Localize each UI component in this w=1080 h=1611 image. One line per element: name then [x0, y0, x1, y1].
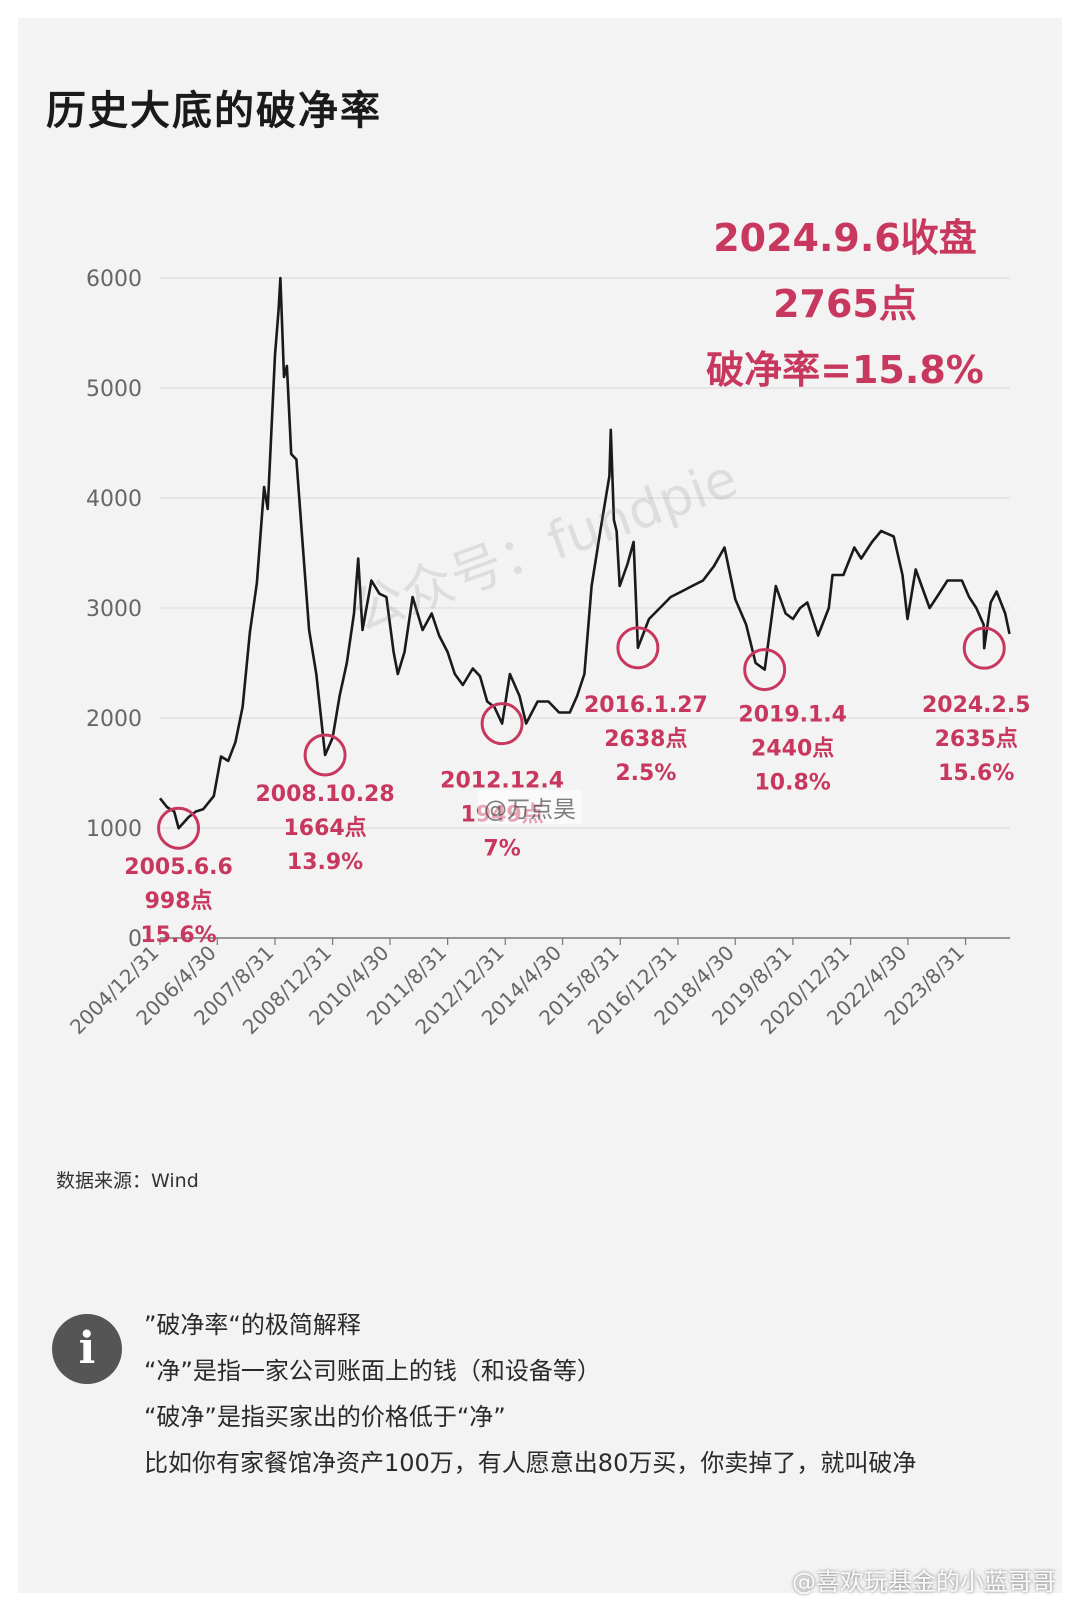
low-point-label: 2019.1.4: [738, 703, 847, 728]
low-point-label: 2635点: [935, 726, 1018, 752]
low-point-label: 2008.10.28: [255, 782, 394, 807]
callout-points: 2765点: [773, 282, 917, 326]
low-point-label: 2005.6.6: [124, 855, 233, 880]
low-point-label: 10.8%: [755, 771, 831, 796]
low-point-label: 7%: [483, 837, 520, 862]
low-point-label: 2638点: [604, 726, 687, 752]
explanation-line: “破净”是指买家出的价格低于“净”: [144, 1403, 506, 1431]
low-point-circle: [480, 702, 524, 746]
info-icon: i: [52, 1314, 122, 1384]
low-point-label: 1664点: [283, 815, 366, 841]
y-tick-label: 3000: [86, 597, 142, 622]
explanation-block: ”破净率“的极简解释 “净”是指一家公司账面上的钱（和设备等） “破净”是指买家…: [144, 1302, 1004, 1486]
series-line: [158, 276, 1011, 830]
low-point-label: 2016.1.27: [584, 693, 708, 718]
low-point-circle: [962, 626, 1006, 670]
low-point-label: 2024.2.5: [922, 693, 1031, 718]
explanation-line: “净”是指一家公司账面上的钱（和设备等）: [144, 1357, 601, 1385]
y-tick-label: 1000: [86, 817, 142, 842]
low-point-label: 15.6%: [938, 761, 1014, 786]
low-point-label: 15.6%: [140, 923, 216, 948]
low-point-circle: [303, 733, 347, 777]
explanation-line: 比如你有家餐馆净资产100万，有人愿意出80万买，你卖掉了，就叫破净: [144, 1449, 917, 1477]
y-tick-label: 6000: [86, 267, 142, 292]
low-point-label: 2012.12.4: [440, 769, 564, 794]
low-point-circle: [616, 626, 660, 670]
data-source: 数据来源：Wind: [56, 1170, 199, 1192]
low-point-circle: [743, 648, 787, 692]
y-tick-label: 5000: [86, 377, 142, 402]
low-point-label: 2440点: [751, 736, 834, 762]
low-point-label: 998点: [145, 888, 213, 914]
weibo-watermark-mid: @万点昊: [478, 790, 582, 824]
explanation-heading: ”破净率“的极简解释: [144, 1311, 361, 1339]
page-title: 历史大底的破净率: [46, 88, 382, 134]
y-tick-label: 0: [128, 927, 142, 952]
y-tick-label: 2000: [86, 707, 142, 732]
low-point-label: 13.9%: [287, 850, 363, 875]
weibo-watermark-bottom: @喜欢玩基金的小蓝哥哥: [792, 1568, 1056, 1596]
y-tick-label: 4000: [86, 487, 142, 512]
low-point-label: 2.5%: [615, 761, 676, 786]
callout-pb-ratio: 破净率=15.8%: [706, 348, 984, 392]
callout-date: 2024.9.6收盘: [713, 216, 977, 260]
latest-close-callout: 2024.9.6收盘 2765点 破净率=15.8%: [660, 205, 1030, 403]
low-point-circle: [157, 806, 201, 850]
